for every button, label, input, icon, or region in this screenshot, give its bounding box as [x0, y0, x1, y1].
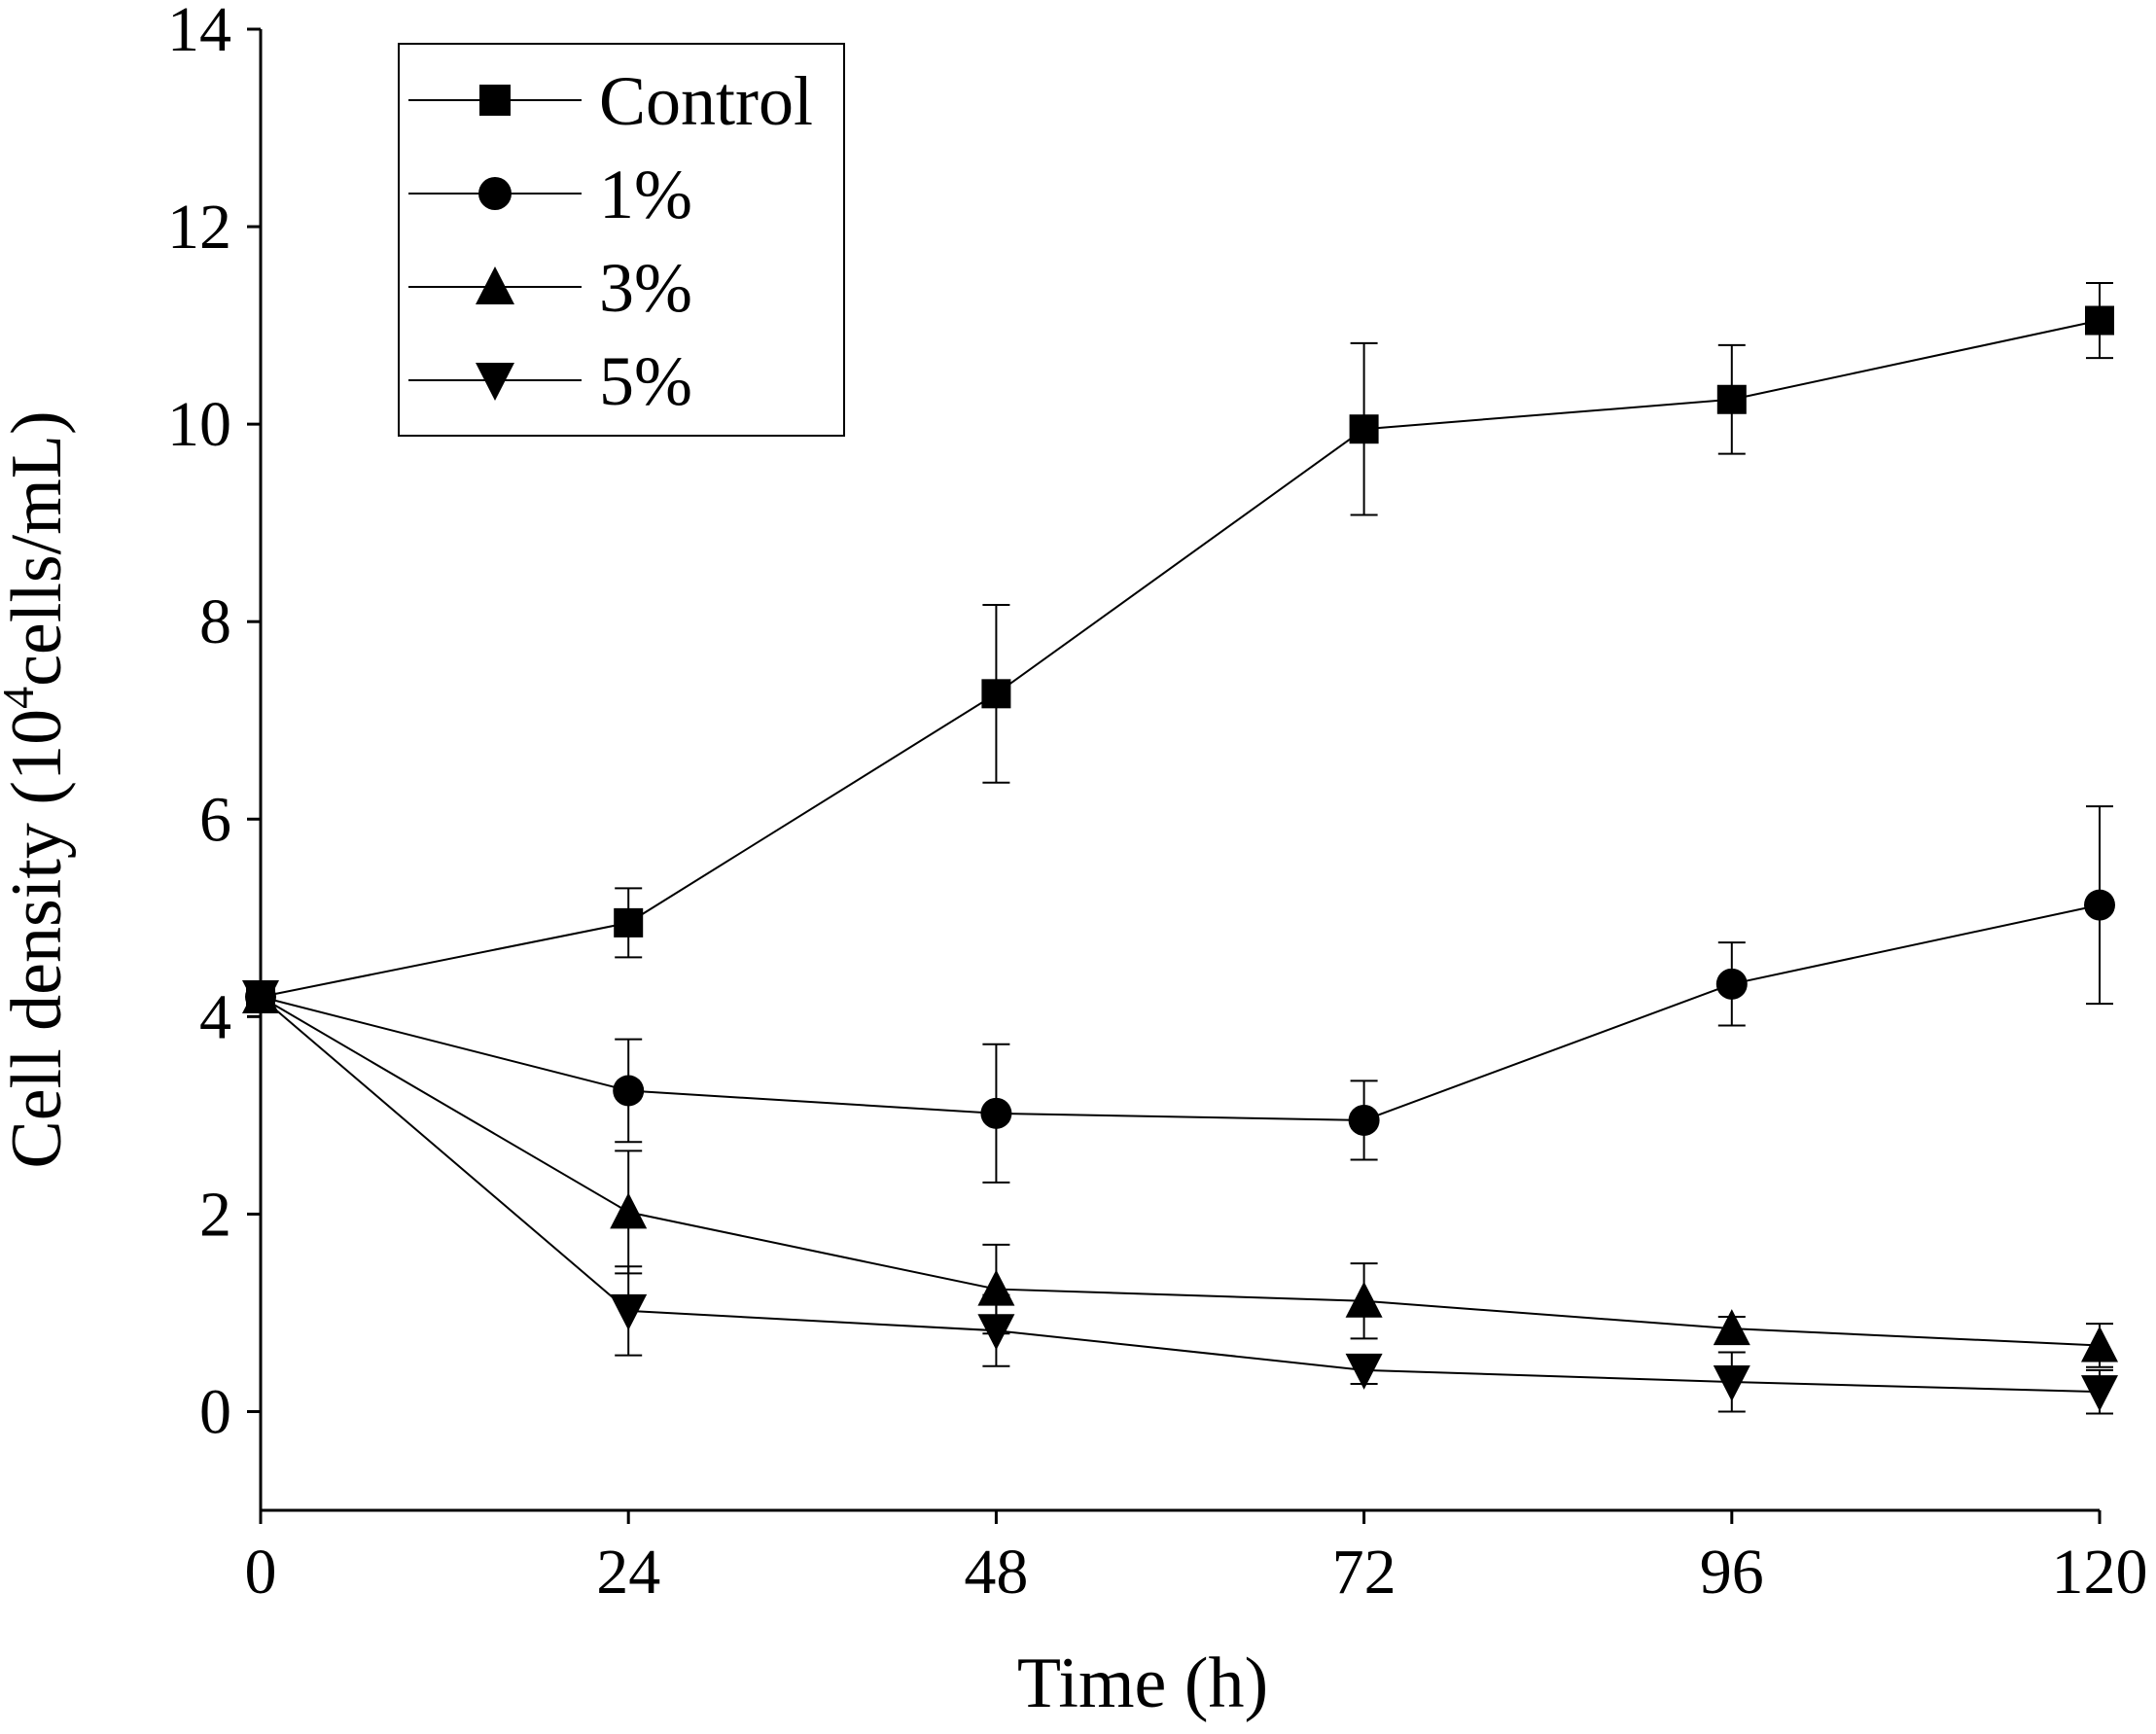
data-point-5pct [1345, 1353, 1383, 1390]
legend-label-5pct: 5% [599, 342, 692, 420]
data-markers [242, 305, 2118, 1412]
y-tick-label: 12 [167, 192, 231, 263]
data-point-3pct [977, 1269, 1015, 1306]
data-point-1pct [2084, 889, 2115, 921]
data-point-control [1716, 384, 1747, 414]
x-tick-label: 96 [1700, 1537, 1764, 1608]
legend-marker-5pct [476, 363, 514, 401]
legend: Control 1% 3% 5% [398, 43, 845, 437]
legend-label-control: Control [599, 62, 813, 140]
data-point-3pct [1713, 1309, 1750, 1346]
data-point-control [2085, 305, 2114, 336]
error-bars [615, 281, 2113, 1415]
series-line-control [260, 319, 2101, 999]
y-axis-label: Cell density (104cells/mL) [0, 410, 77, 1168]
data-point-1pct [1348, 1104, 1380, 1136]
legend-box [398, 43, 845, 437]
y-tick-label: 10 [167, 389, 231, 460]
y-axis-label-prefix: Cell density (10 [0, 709, 77, 1169]
x-axis-label: Time (h) [1017, 1644, 1268, 1723]
data-point-5pct [2081, 1375, 2118, 1412]
y-tick-label: 6 [199, 784, 231, 855]
data-point-1pct [613, 1075, 645, 1107]
data-point-5pct [977, 1314, 1015, 1351]
x-tick-label: 48 [964, 1537, 1028, 1608]
data-point-3pct [1345, 1281, 1383, 1318]
x-tick-label: 0 [245, 1537, 277, 1608]
data-point-control [981, 679, 1011, 709]
legend-marker-control [479, 85, 511, 116]
data-point-3pct [2081, 1326, 2118, 1362]
series-line-5pct [260, 996, 2101, 1394]
legend-label-3pct: 3% [599, 249, 692, 327]
data-point-5pct [1713, 1365, 1750, 1402]
x-tick-label: 120 [2052, 1537, 2148, 1608]
data-point-control [614, 907, 644, 938]
data-point-3pct [610, 1192, 648, 1229]
y-axis-label-superscript: 4 [0, 687, 43, 709]
y-tick-label: 8 [199, 586, 231, 657]
data-point-1pct [1715, 968, 1748, 1000]
y-tick-label: 14 [167, 0, 231, 65]
y-tick-label: 0 [199, 1376, 231, 1447]
data-point-1pct [980, 1097, 1012, 1129]
legend-marker-3pct [476, 266, 514, 304]
y-tick-label: 4 [199, 981, 231, 1052]
series-line-3pct [260, 996, 2101, 1347]
x-tick-label: 24 [596, 1537, 660, 1608]
y-axis-label-suffix: cells/mL) [0, 410, 77, 687]
data-point-5pct [242, 980, 279, 1017]
data-point-control [1349, 414, 1379, 444]
legend-label-1pct: 1% [599, 156, 692, 233]
legend-marker-1pct [478, 177, 512, 210]
series-lines [260, 319, 2101, 1394]
data-point-5pct [610, 1293, 648, 1330]
x-tick-label: 72 [1332, 1537, 1396, 1608]
y-tick-label: 2 [199, 1179, 231, 1250]
series-line-1pct [260, 903, 2101, 1121]
axis-labels: Time (h) Cell density (104cells/mL) [0, 410, 1268, 1723]
